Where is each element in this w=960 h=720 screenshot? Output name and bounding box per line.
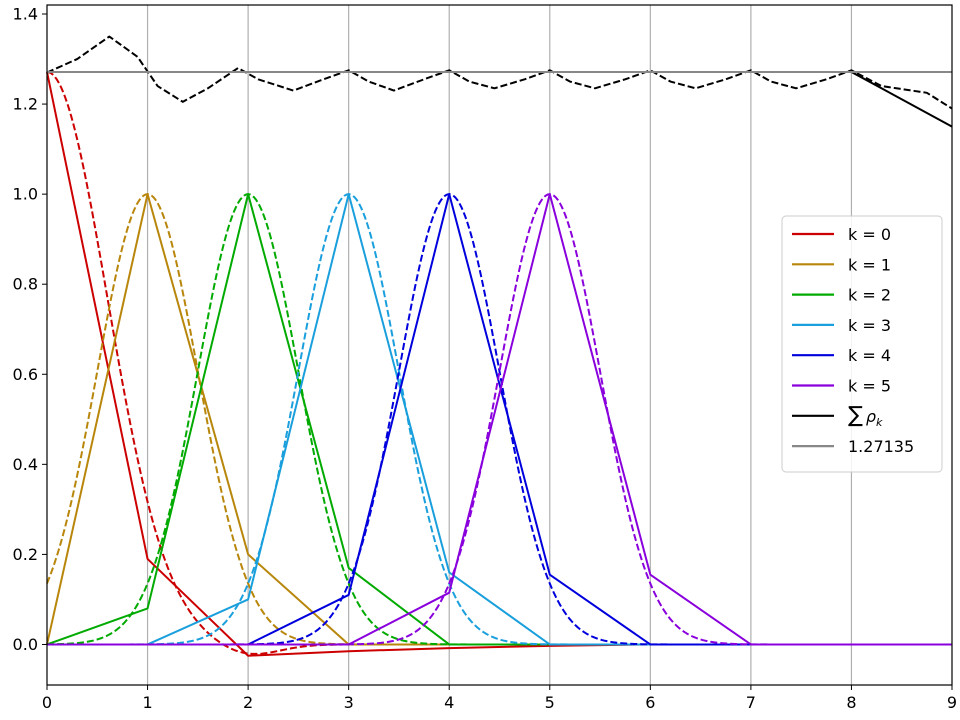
x-tick-label: 0 [42, 693, 52, 712]
x-tick-label: 7 [746, 693, 756, 712]
legend-label: k = 5 [848, 377, 891, 396]
legend-label: k = 4 [848, 346, 891, 365]
y-tick-label: 0.2 [13, 545, 38, 564]
plot-frame [46, 4, 953, 686]
legend-label: k = 2 [848, 286, 891, 305]
y-tick-label: 0.8 [13, 275, 38, 294]
series-line-11-dashed [47, 193, 952, 646]
legend-label: 1.27135 [848, 437, 914, 456]
legend-label: k = 0 [848, 225, 891, 244]
y-tick-label: 1.0 [13, 185, 38, 204]
x-tick-label: 1 [142, 693, 152, 712]
x-tick-label: 4 [444, 693, 454, 712]
series-line-13-dashed [46, 35, 953, 110]
y-tick-label: 1.2 [13, 95, 38, 114]
x-tick-label: 5 [545, 693, 555, 712]
x-tick-label: 9 [947, 693, 957, 712]
legend-label: k = 1 [848, 255, 891, 274]
y-tick-label: 1.4 [13, 5, 38, 24]
legend: k = 0 k = 1 k = 2 k = 3 k = 4 k = 5 ∑ ρk 1.27135 [781, 215, 943, 473]
series-layer [46, 35, 953, 657]
y-tick-label: 0.4 [13, 455, 38, 474]
tick-layer: 0 1 2 3 4 5 6 7 8 9 0.0 0.2 0.4 0.6 0.8 1.0 1.2 1.4 [13, 5, 958, 712]
legend-label: ∑ ρk [848, 403, 883, 429]
x-tick-label: 3 [344, 693, 354, 712]
x-tick-label: 2 [243, 693, 253, 712]
legend-box [781, 215, 943, 473]
x-tick-label: 8 [846, 693, 856, 712]
grid-layer [146, 5, 853, 685]
y-tick-label: 0.0 [13, 635, 38, 654]
x-tick-label: 6 [645, 693, 655, 712]
y-tick-label: 0.6 [13, 365, 38, 384]
legend-label: k = 3 [848, 316, 891, 335]
